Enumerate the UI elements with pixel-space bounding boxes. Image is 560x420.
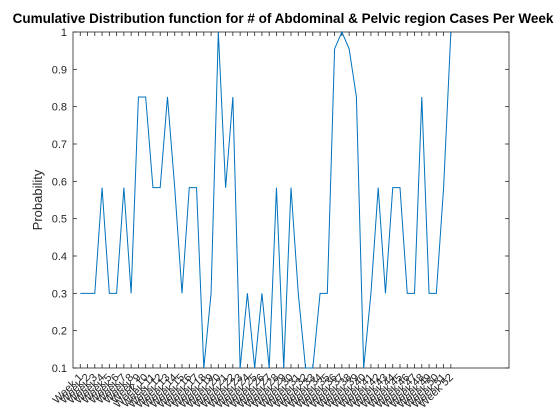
- y-tick-label: 0.1: [52, 363, 67, 375]
- y-tick-label: 0.3: [52, 288, 67, 300]
- y-axis: 0.1 0.2 0.3 0.4 0.5 0.6 0.7 0.8 0.9 1: [52, 27, 509, 375]
- y-tick-label: 0.5: [52, 214, 67, 226]
- y-axis-label: Probability: [30, 169, 45, 230]
- y-tick-label: 0.8: [52, 102, 67, 114]
- y-tick-label: 0.7: [52, 139, 67, 151]
- chart-title: Cumulative Distribution function for # o…: [13, 11, 554, 26]
- series-line: [80, 30, 452, 369]
- y-tick-label: 0.9: [52, 64, 67, 76]
- y-tick-label: 0.6: [52, 176, 67, 188]
- y-tick-label: 0.2: [52, 326, 67, 338]
- y-tick-label: 0.4: [52, 251, 67, 263]
- y-tick-label: 1: [61, 27, 67, 39]
